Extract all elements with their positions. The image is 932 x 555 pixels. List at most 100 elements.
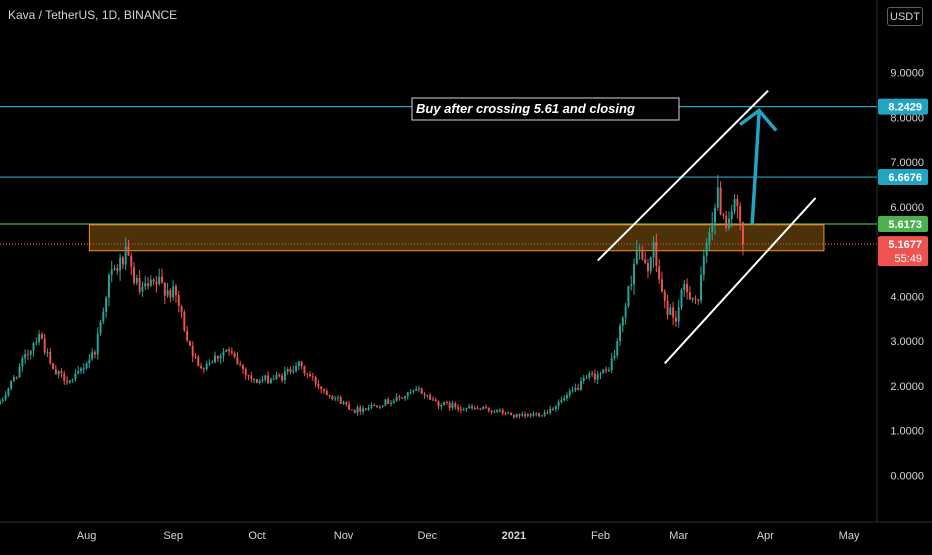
candle-body [317,383,320,387]
candle-body [230,351,233,354]
candle-body [574,387,577,391]
candle-body [66,380,69,383]
candle-body [538,413,541,417]
candle-body [524,414,527,416]
candle-body [649,257,652,272]
candle-body [417,388,420,390]
candle-body [141,286,144,292]
price-badge-value: 8.2429 [888,102,922,114]
candle-body [80,368,82,371]
candle-body [216,355,219,359]
candle-body [694,298,697,300]
candle-body [716,187,719,208]
candle-body [543,412,546,416]
price-badge-value: 5.1677 [888,239,922,251]
candle-body [593,373,596,380]
candle-body [250,375,253,380]
candle-body [336,397,339,399]
candle-body [303,366,306,374]
candle-body [214,355,217,363]
candle-body [233,353,236,358]
candle-body [57,371,60,375]
resistance-zone-group [88,224,825,252]
candle-body [228,349,231,352]
candle-body [666,300,669,315]
candle-body [200,366,203,369]
candle-body [188,340,191,346]
candle-body [261,379,264,381]
candle-body [350,409,353,411]
candle-body [515,414,518,418]
candle-body [557,401,560,407]
candle-body [490,410,493,412]
annotation-box[interactable]: Buy after crossing 5.61 and closing [411,97,680,121]
candle-body [1,399,4,401]
symbol-title: Kava / TetherUS, 1D, BINANCE [8,8,178,22]
candle-body [320,386,323,390]
candle-body [4,395,7,400]
candle-body [253,379,256,381]
candle-body [197,356,200,367]
candle-body [93,352,96,355]
candle-body [133,266,136,283]
time-axis[interactable]: Aug Sep Oct Nov Dec 2021 Feb Mar Apr May [77,530,860,542]
candle-body [378,406,381,408]
candle-body [15,377,18,379]
candle-body [482,406,485,410]
candle-body [711,222,714,233]
candle-body [38,334,41,343]
candle-body [384,399,387,406]
candle-body [353,409,356,413]
y-tick-label: 6.0000 [890,202,924,214]
x-tick-label: Apr [757,530,774,542]
candle-body [624,306,627,318]
candle-body [401,397,404,399]
candle-body [127,246,130,256]
candle-body [278,374,281,376]
candle-body [373,405,376,407]
candle-body [345,402,348,405]
candle-body [300,361,303,367]
candle-body [166,290,169,296]
price-badges: 8.2429 6.6676 5.6173 5.1677 55:49 [878,98,928,267]
candle-body [272,379,275,381]
currency-button[interactable]: USDT [887,7,923,26]
candle-body [641,249,644,260]
candle-body [29,350,32,355]
y-tick-label: 3.0000 [890,336,924,348]
candle-body [24,354,27,359]
candle-body [655,242,658,267]
candle-body [591,373,594,375]
candle-body [437,401,440,407]
candle-body [390,402,392,404]
candle-body [367,407,370,410]
candle-body [222,351,225,356]
candle-body [719,187,722,215]
candle-body [535,413,538,415]
target-arrow-head [739,108,778,132]
candle-body [610,358,613,371]
price-badge-countdown: 55:49 [894,253,922,265]
candle-body [485,406,487,408]
candle-body [362,408,365,412]
candle-body [99,321,102,334]
candle-body [404,396,406,398]
candle-body [0,400,1,404]
candle-body [258,380,261,383]
candle-body [325,390,328,396]
candle-body [741,222,744,245]
candle-body [585,377,588,379]
candle-body [454,403,457,408]
candle-body [35,342,38,344]
price-axis[interactable]: 9.0000 8.0000 7.0000 6.0000 4.0000 3.0000 2.00… [890,68,924,483]
candle-body [392,400,395,403]
candle-body [507,412,510,414]
candle-body [468,406,471,409]
candle-body [599,373,602,375]
candle-body [686,283,689,293]
candle-body [169,290,172,298]
candle-body [52,363,55,370]
candle-body [635,251,638,264]
